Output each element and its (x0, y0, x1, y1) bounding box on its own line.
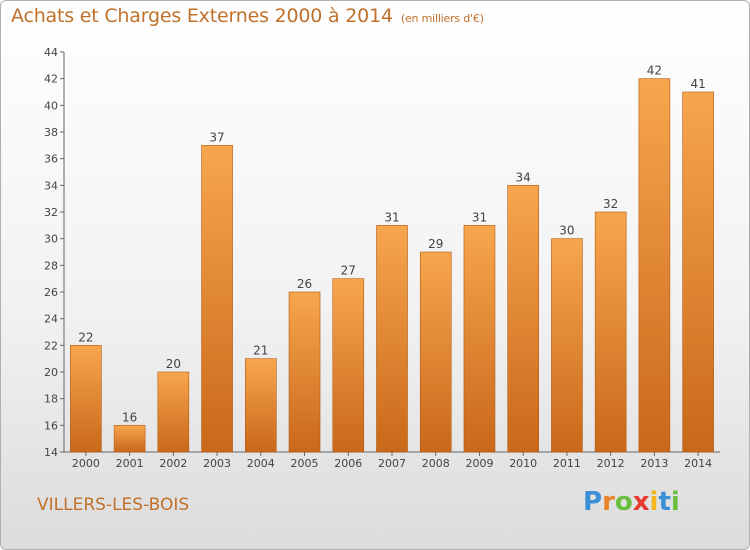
x-tick-label: 2011 (553, 457, 581, 470)
bar (245, 358, 277, 453)
bar-value-label: 31 (472, 210, 487, 224)
title-text: Achats et Charges Externes 2000 à 2014 (11, 5, 393, 27)
y-tick-label: 36 (44, 153, 58, 166)
bar (157, 371, 190, 453)
place-name: VILLERS-LES-BOIS (37, 495, 190, 515)
y-tick-label: 42 (44, 73, 58, 86)
bar (332, 278, 365, 453)
bar (113, 425, 146, 453)
bar-value-label: 16 (122, 410, 137, 424)
bar (419, 251, 452, 453)
bar-value-label: 26 (297, 277, 312, 291)
y-tick-label: 34 (44, 179, 58, 192)
y-tick-label: 30 (44, 233, 58, 246)
x-tick-label: 2012 (597, 457, 625, 470)
bar-value-label: 37 (209, 130, 224, 144)
x-tick-label: 2000 (72, 457, 100, 470)
x-tick-label: 2004 (247, 457, 275, 470)
bar-value-label: 31 (384, 210, 399, 224)
y-tick-label: 28 (44, 259, 58, 272)
y-tick-label: 16 (44, 419, 58, 432)
bar (507, 185, 540, 453)
x-tick-label: 2010 (509, 457, 537, 470)
y-tick-label: 24 (44, 313, 58, 326)
bar (463, 225, 496, 453)
bar (70, 345, 102, 453)
y-tick-label: 32 (44, 206, 58, 219)
y-tick-label: 14 (44, 446, 58, 459)
y-tick-label: 44 (44, 46, 58, 59)
bar (551, 238, 583, 453)
bar-value-label: 27 (341, 264, 356, 278)
bar-value-label: 22 (78, 330, 93, 344)
bar-value-label: 32 (603, 197, 618, 211)
x-tick-label: 2002 (159, 457, 187, 470)
bar-value-label: 42 (647, 64, 662, 78)
y-tick-label: 38 (44, 126, 58, 139)
x-tick-label: 2006 (334, 457, 362, 470)
bar (594, 211, 627, 453)
bar (201, 145, 233, 453)
bar-value-label: 41 (690, 77, 705, 91)
x-tick-label: 2003 (203, 457, 231, 470)
bar (682, 91, 714, 453)
bar (288, 291, 321, 453)
bar-value-label: 30 (559, 224, 574, 238)
y-tick-label: 22 (44, 339, 58, 352)
x-tick-label: 2001 (116, 457, 144, 470)
bar (376, 225, 408, 453)
x-tick-label: 2007 (378, 457, 406, 470)
proxiti-logo[interactable]: Proxiti (583, 487, 680, 517)
y-tick-label: 40 (44, 99, 58, 112)
bar-value-label: 34 (516, 170, 531, 184)
y-tick-label: 26 (44, 286, 58, 299)
x-tick-label: 2008 (422, 457, 450, 470)
y-tick-label: 18 (44, 393, 58, 406)
x-tick-label: 2009 (465, 457, 493, 470)
chart-subtitle: (en milliers d'€) (400, 12, 484, 25)
x-tick-label: 2013 (640, 457, 668, 470)
y-tick-label: 20 (44, 366, 58, 379)
x-tick-label: 2014 (684, 457, 712, 470)
bar-value-label: 29 (428, 237, 443, 251)
bar-value-label: 20 (166, 357, 181, 371)
x-tick-label: 2005 (291, 457, 319, 470)
chart-title: Achats et Charges Externes 2000 à 2014 (e… (11, 5, 484, 27)
bar (638, 78, 671, 453)
bar-value-label: 21 (253, 344, 268, 358)
